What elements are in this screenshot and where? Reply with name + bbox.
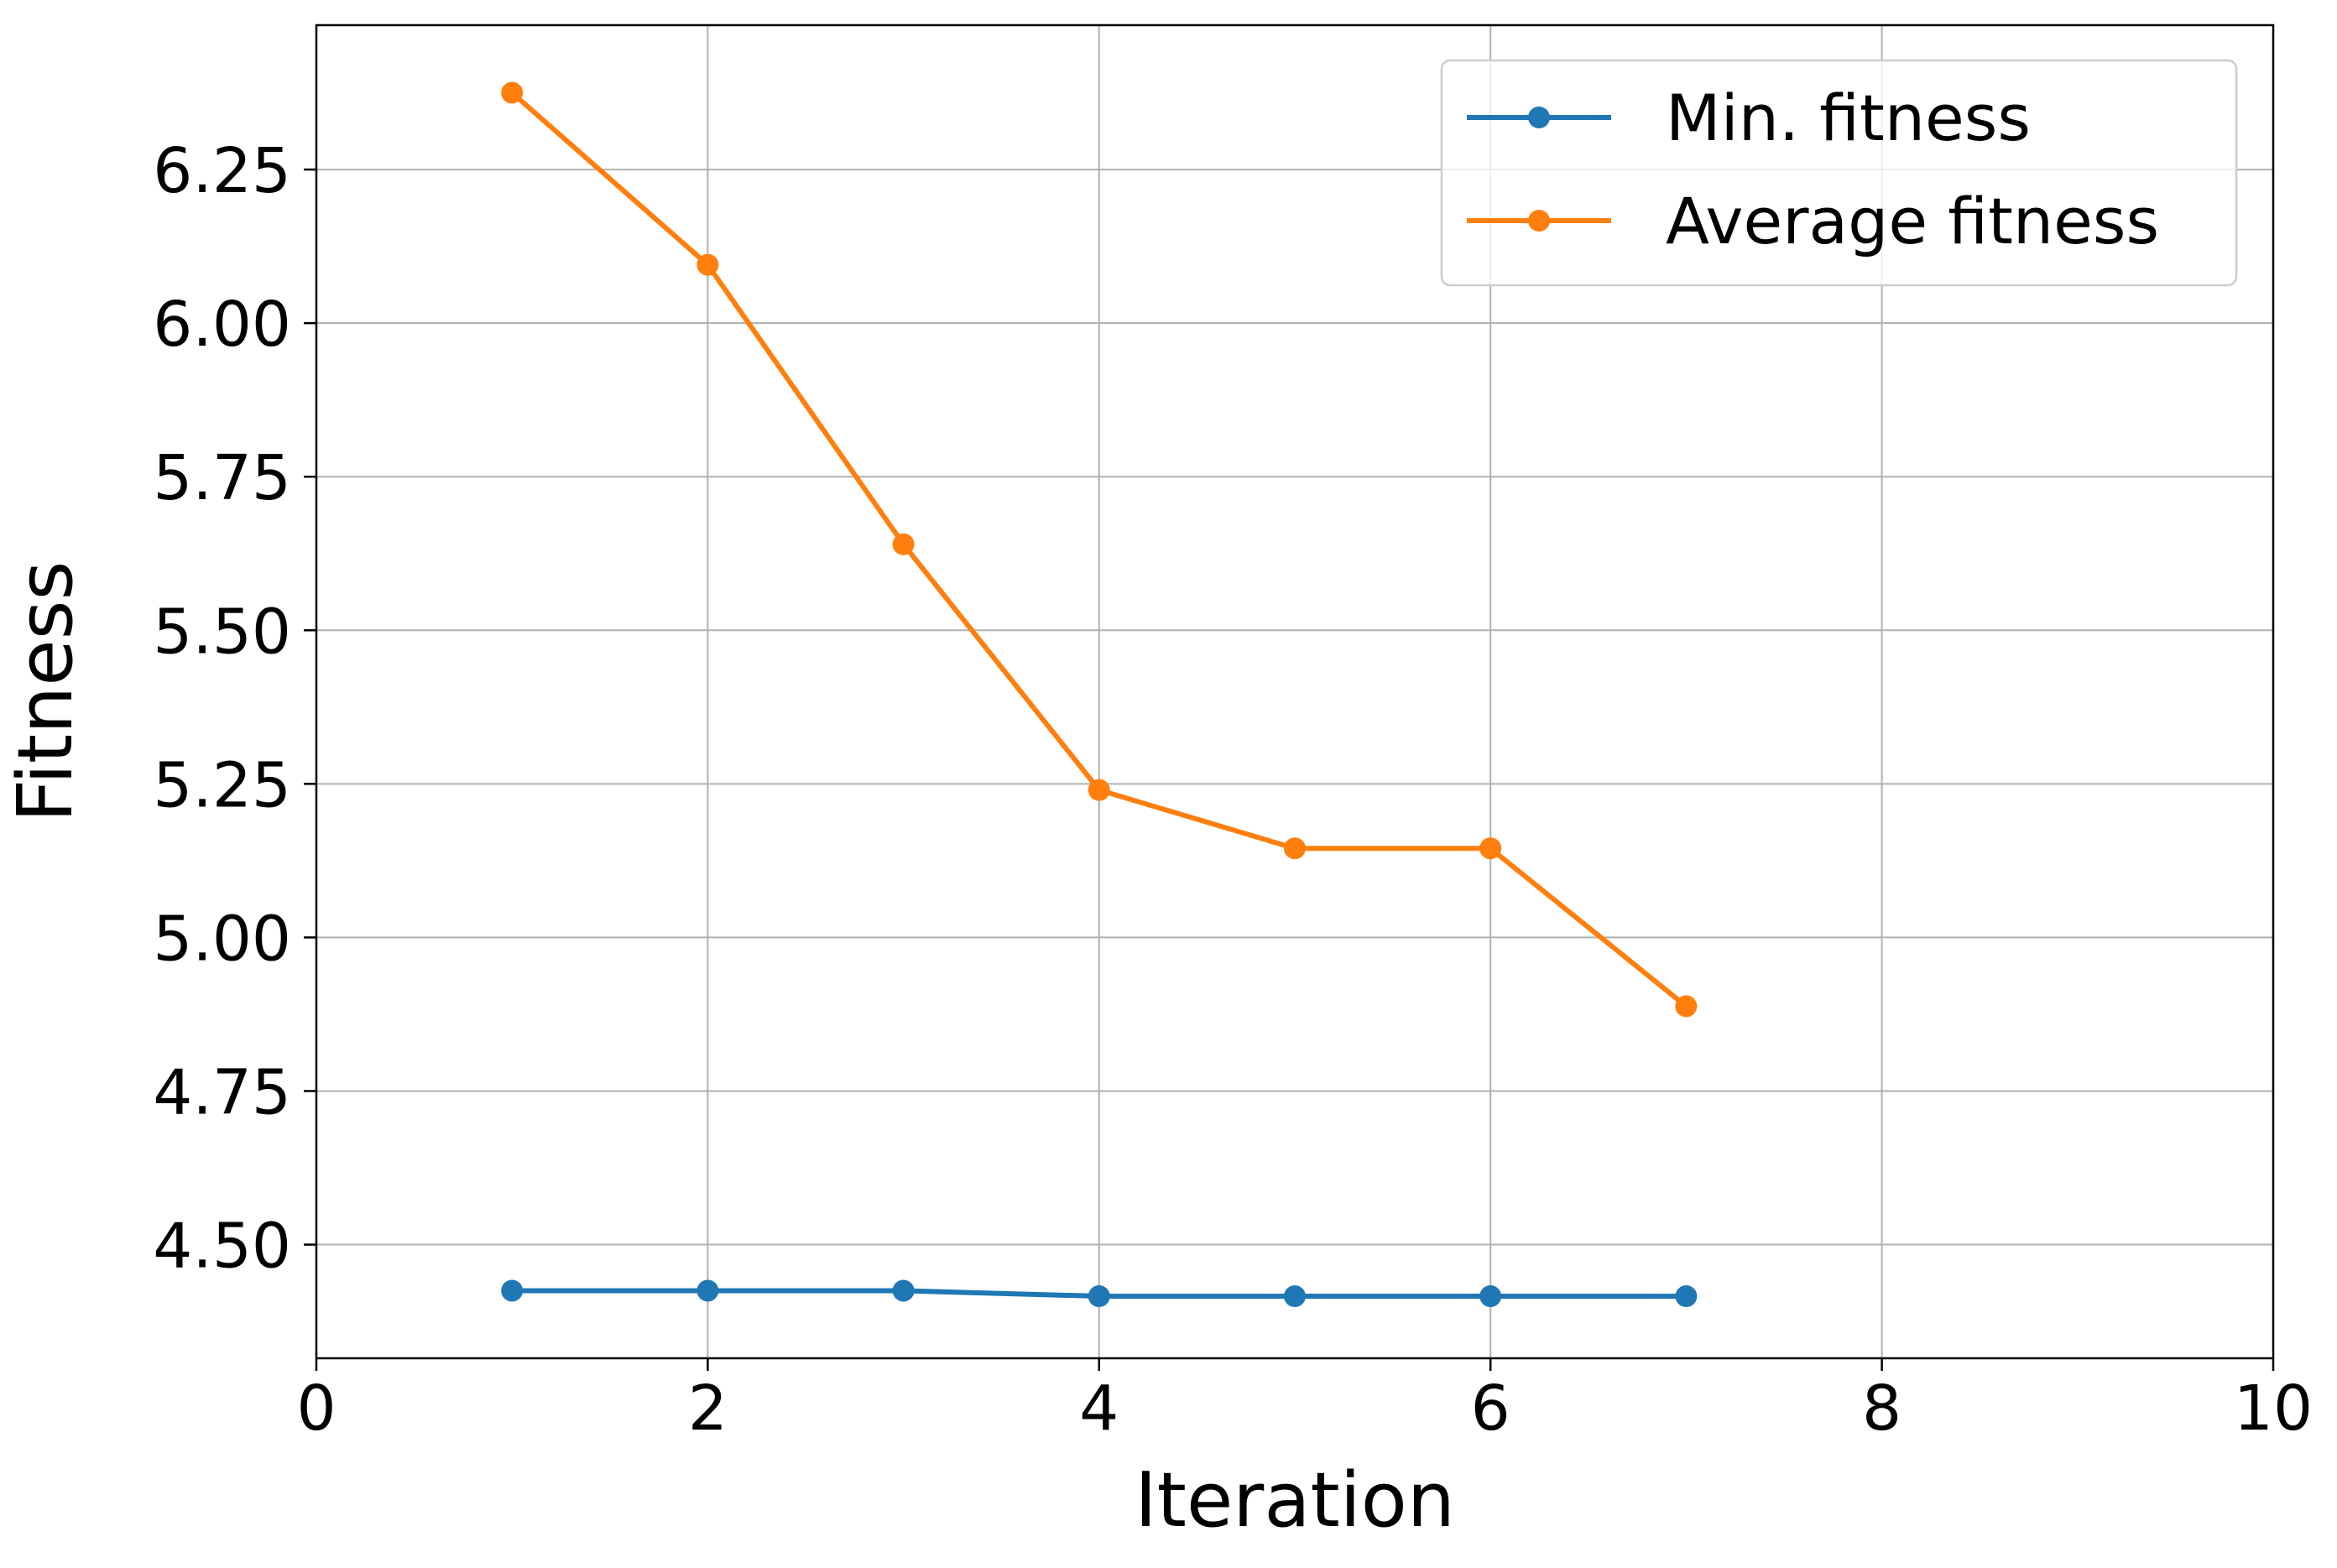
y-tick-label: 5.75 bbox=[153, 442, 291, 514]
x-tick-label: 6 bbox=[1471, 1373, 1510, 1445]
y-tick-label: 4.50 bbox=[153, 1211, 291, 1283]
x-tick-label: 8 bbox=[1862, 1373, 1901, 1445]
y-tick-label: 6.25 bbox=[153, 135, 291, 207]
data-point bbox=[1088, 779, 1110, 801]
legend-marker bbox=[1528, 210, 1550, 232]
y-axis-label: Fitness bbox=[2, 561, 90, 823]
ticks: 0 2 4 6 8 10 4.50 4.75 5.00 5.25 5.50 5.75 6.00 6.25 bbox=[153, 135, 2313, 1445]
y-tick-label: 4.75 bbox=[153, 1056, 291, 1128]
x-tick-label: 2 bbox=[688, 1373, 728, 1445]
data-point bbox=[1479, 837, 1502, 860]
series-layer bbox=[501, 81, 1698, 1308]
legend-label: Min. fitness bbox=[1666, 81, 2031, 155]
legend-box bbox=[1440, 59, 2238, 287]
x-tick-label: 10 bbox=[2234, 1373, 2313, 1445]
data-point bbox=[892, 533, 915, 555]
series-average-fitness bbox=[501, 81, 1698, 1018]
y-tick-label: 6.00 bbox=[153, 289, 291, 361]
y-tick-label: 5.00 bbox=[153, 903, 291, 975]
legend-entries: Min. fitness Average fitness bbox=[1467, 81, 2159, 258]
legend-label: Average fitness bbox=[1666, 184, 2159, 258]
data-point bbox=[892, 1279, 915, 1302]
data-point bbox=[501, 81, 524, 104]
legend-entry: Min. fitness bbox=[1467, 81, 2031, 155]
data-point bbox=[1675, 1285, 1698, 1308]
x-axis-label: Iteration bbox=[1135, 1456, 1455, 1545]
data-point bbox=[1088, 1285, 1110, 1308]
data-point bbox=[1284, 1285, 1306, 1308]
legend: Min. fitness Average fitness bbox=[1440, 59, 2238, 287]
grid bbox=[316, 25, 2274, 1358]
data-point bbox=[501, 1279, 524, 1302]
data-point bbox=[1675, 995, 1698, 1018]
data-point bbox=[1479, 1285, 1502, 1308]
data-point bbox=[696, 253, 719, 276]
legend-marker bbox=[1528, 107, 1550, 128]
y-tick-label: 5.25 bbox=[153, 749, 291, 821]
data-point bbox=[696, 1279, 719, 1302]
legend-entry: Average fitness bbox=[1467, 184, 2159, 258]
y-tick-label: 5.50 bbox=[153, 596, 291, 668]
series-min-fitness bbox=[501, 1279, 1698, 1308]
x-tick-label: 0 bbox=[296, 1373, 336, 1445]
plot-frame bbox=[315, 23, 2275, 1360]
x-tick-label: 4 bbox=[1079, 1373, 1119, 1445]
data-point bbox=[1284, 837, 1306, 860]
